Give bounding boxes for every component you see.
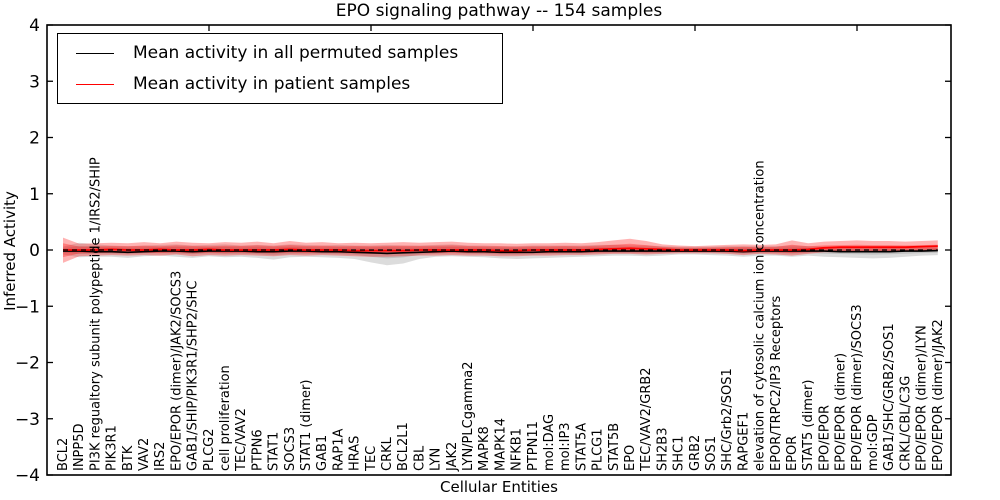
mean-lines xyxy=(63,245,938,255)
y-axis-ticks: 4 3 2 1 0 −1 −2 −3 −4 xyxy=(15,16,951,486)
legend-item-permuted: Mean activity in all permuted samples xyxy=(76,42,502,64)
x-tick-label: GAB1/SHIP/PIK3R1/SHP2/SHC xyxy=(186,281,201,471)
x-tick-label: BTK xyxy=(121,445,136,471)
x-tick-label: EPO xyxy=(623,445,638,471)
x-tick-label: IRS2 xyxy=(153,442,168,471)
x-tick-label: mol:IP3 xyxy=(558,422,573,471)
x-tick-label: BCL2 xyxy=(56,438,71,471)
x-tick-label: RAP1A xyxy=(331,428,346,471)
x-tick-label: HRAS xyxy=(348,436,363,471)
x-tick-label: CRKL xyxy=(380,436,395,471)
x-tick-label: SH2B3 xyxy=(655,428,670,472)
y-tick-label: 3 xyxy=(29,72,40,92)
x-tick-label: STAT5B xyxy=(607,423,622,471)
y-tick-label: −3 xyxy=(15,410,40,430)
x-tick-label: PI3K regualtory subunit polypeptide 1/IR… xyxy=(88,157,103,471)
legend-item-patient: Mean activity in patient samples xyxy=(76,73,502,95)
x-tick-labels: BCL2 INPP5D PI3K regualtory subunit polype… xyxy=(56,157,946,472)
permuted-band xyxy=(63,242,938,266)
x-tick-label: mol:GDP xyxy=(866,414,881,471)
x-tick-label: EPO/EPOR (dimer)/SOCS3 xyxy=(850,304,865,471)
x-tick-label: PTPN6 xyxy=(250,429,265,471)
x-tick-label: EPO/EPOR (dimer)/JAK2 xyxy=(931,319,946,471)
x-tick-label: PIK3R1 xyxy=(105,425,120,471)
permuted-mean-line xyxy=(63,249,938,255)
x-tick-label: JAK2 xyxy=(445,442,460,472)
y-tick-label: −2 xyxy=(15,354,40,374)
y-tick-label: −1 xyxy=(15,297,40,317)
x-tick-label: PTPN11 xyxy=(526,421,541,471)
x-tick-label: RAPGEF1 xyxy=(736,412,751,471)
y-tick-label: 4 xyxy=(29,16,40,36)
x-tick-label: SHC1 xyxy=(672,436,687,471)
x-tick-label: VAV2 xyxy=(137,438,152,471)
x-tick-label: EPOR xyxy=(785,436,800,471)
x-tick-label: GAB1/SHC/GRB2/SOS1 xyxy=(882,323,897,471)
x-tick-label: cell proliferation xyxy=(218,365,233,471)
x-tick-label: STAT5A xyxy=(574,423,589,471)
y-tick-label: 0 xyxy=(29,241,40,261)
x-tick-label: EPO/EPOR (dimer)/LYN xyxy=(915,325,930,471)
x-tick-label: SOCS3 xyxy=(283,427,298,471)
x-tick-label: TEC/VAV2 xyxy=(234,408,249,472)
x-tick-label: STAT5 (dimer) xyxy=(801,380,816,471)
y-tick-label: 1 xyxy=(29,185,40,205)
x-tick-label: TEC/VAV2/GRB2 xyxy=(639,367,654,472)
legend-label-permuted: Mean activity in all permuted samples xyxy=(133,43,459,63)
x-tick-label: MAPK14 xyxy=(493,418,508,471)
x-tick-label: EPO/EPOR xyxy=(817,405,832,471)
x-tick-label: EPOR/TRPC2/IP3 Receptors xyxy=(769,295,784,471)
x-tick-label: BCL2L1 xyxy=(396,422,411,471)
chart-title: EPO signaling pathway -- 154 samples xyxy=(335,1,663,21)
x-tick-label: GRB2 xyxy=(688,435,703,471)
y-tick-label: −4 xyxy=(15,466,40,486)
x-tick-label: STAT1 (dimer) xyxy=(299,380,314,471)
x-tick-label: PLCG2 xyxy=(202,428,217,471)
patient-line-sample xyxy=(76,83,114,85)
x-tick-label: mol:DAG xyxy=(542,414,557,471)
y-tick-label: 2 xyxy=(29,129,40,149)
x-tick-label: EPO/EPOR (dimer) xyxy=(834,353,849,471)
x-axis-label: Cellular Entities xyxy=(440,478,558,496)
legend-label-patient: Mean activity in patient samples xyxy=(133,74,411,94)
x-tick-label: GAB1 xyxy=(315,435,330,471)
top-axis-ticks xyxy=(208,25,858,31)
x-tick-label: MAPK8 xyxy=(477,426,492,471)
x-tick-label: NFKB1 xyxy=(510,428,525,471)
legend: Mean activity in all permuted samples Me… xyxy=(57,33,503,104)
x-tick-label: SHC/Grb2/SOS1 xyxy=(720,368,735,471)
x-tick-label: EPO/EPOR (dimer)/JAK2/SOCS3 xyxy=(169,271,184,471)
x-tick-label: STAT1 xyxy=(267,432,282,471)
x-tick-label: TEC xyxy=(364,446,379,472)
x-tick-label: LYN/PLCgamma2 xyxy=(461,361,476,471)
x-tick-label: INPP5D xyxy=(72,423,87,471)
x-tick-label: elevation of cytosolic calcium ion conce… xyxy=(753,160,768,471)
permuted-line-sample xyxy=(76,52,114,54)
x-tick-label: CBL xyxy=(412,445,427,471)
x-tick-label: CRKL/CBL/C3G xyxy=(898,376,913,471)
x-tick-label: SOS1 xyxy=(704,436,719,471)
x-tick-label: PLCG1 xyxy=(591,428,606,471)
x-tick-label: LYN xyxy=(429,448,444,471)
